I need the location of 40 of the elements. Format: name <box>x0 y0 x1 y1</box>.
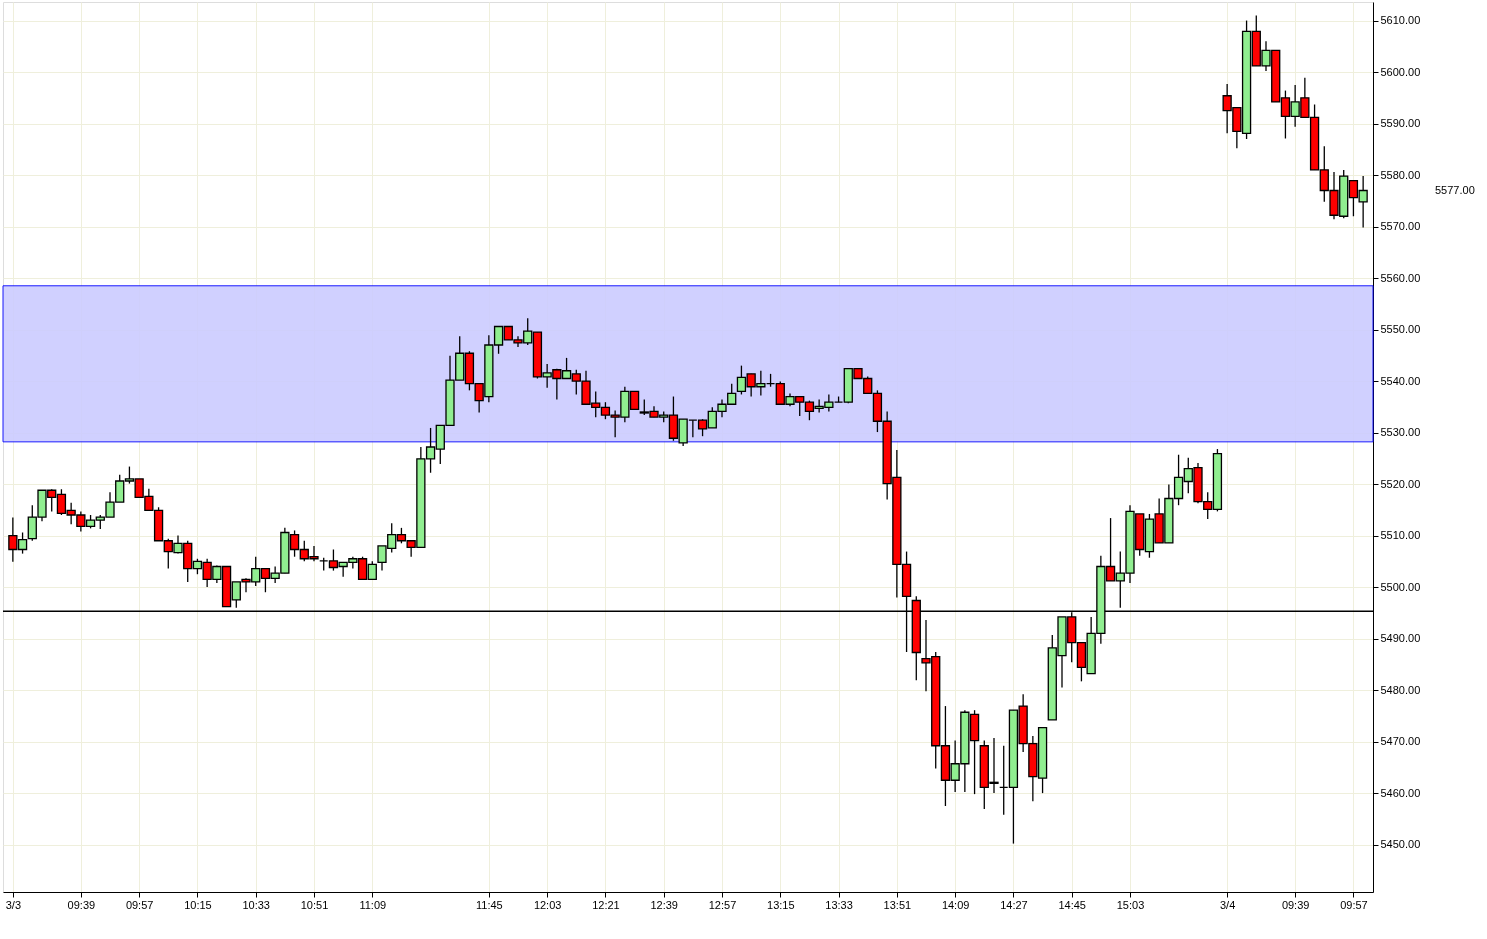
text: 5577.00 <box>1435 183 1475 196</box>
x-tick-label: 14:09 <box>941 898 970 911</box>
x-tick-label: 09:39 <box>67 898 96 911</box>
x-tick-label: 10:33 <box>242 898 270 911</box>
x-tick-label: 12:39 <box>650 898 678 911</box>
x-tick-label: 09:57 <box>125 898 154 911</box>
y-tick-label: 5470.00 <box>1380 735 1421 748</box>
x-tick-label: 14:27 <box>1000 898 1028 911</box>
y-tick-label: 5580.00 <box>1380 168 1421 181</box>
x-tick-label: 10:15 <box>184 898 212 911</box>
y-tick-label: 5590.00 <box>1380 117 1421 130</box>
y-tick-label: 5450.00 <box>1380 838 1421 851</box>
y-tick-label: 5480.00 <box>1380 683 1421 696</box>
x-tick-label: 12:57 <box>708 898 737 911</box>
x-tick-label: 09:57 <box>1340 898 1368 911</box>
y-tick-label: 5550.00 <box>1380 323 1421 336</box>
x-tick-label: 12:21 <box>592 898 620 911</box>
x-tick-label: 11:45 <box>476 898 503 911</box>
x-tick-label: 3/3 <box>5 898 22 911</box>
x-tick-label: 3/4 <box>1219 898 1236 911</box>
x-tick-label: 10:51 <box>300 898 329 911</box>
y-tick-label: 5490.00 <box>1380 632 1421 645</box>
x-tick-label: 12:03 <box>533 898 562 911</box>
y-tick-label: 5460.00 <box>1380 786 1421 799</box>
y-tick-label: 5600.00 <box>1380 65 1421 78</box>
y-tick-label: 5610.00 <box>1380 14 1421 27</box>
y-tick-label: 5570.00 <box>1380 220 1421 233</box>
x-tick-label: 11:09 <box>359 898 387 911</box>
x-tick-label: 09:39 <box>1281 898 1310 911</box>
x-tick-label: 15:03 <box>1116 898 1145 911</box>
y-tick-label: 5530.00 <box>1380 426 1421 439</box>
x-tick-label: 13:33 <box>825 898 853 911</box>
y-tick-label: 5560.00 <box>1380 271 1421 284</box>
x-tick-label: 14:45 <box>1058 898 1086 911</box>
x-tick-label: 13:51 <box>883 898 912 911</box>
y-tick-label: 5540.00 <box>1380 374 1421 387</box>
x-tick-label: 13:15 <box>767 898 795 911</box>
y-tick-label: 5500.00 <box>1380 580 1421 593</box>
y-tick-label: 5520.00 <box>1380 477 1421 490</box>
y-tick-label: 5510.00 <box>1380 529 1421 542</box>
